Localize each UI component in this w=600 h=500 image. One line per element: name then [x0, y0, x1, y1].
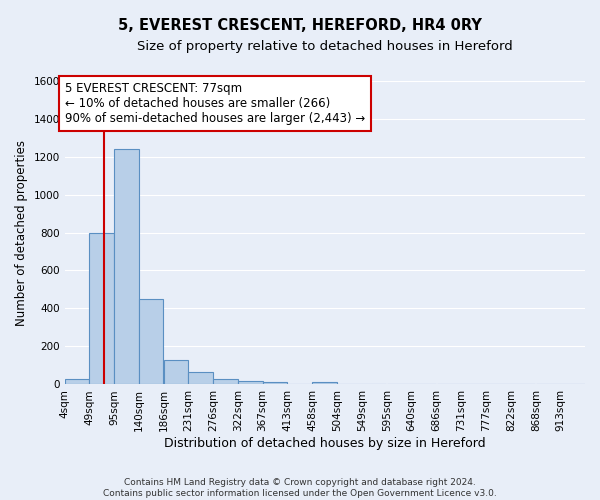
- Bar: [312, 382, 337, 384]
- Title: Size of property relative to detached houses in Hereford: Size of property relative to detached ho…: [137, 40, 513, 53]
- Bar: [139, 299, 163, 384]
- Bar: [213, 379, 238, 384]
- Text: 5, EVEREST CRESCENT, HEREFORD, HR4 0RY: 5, EVEREST CRESCENT, HEREFORD, HR4 0RY: [118, 18, 482, 32]
- Text: 5 EVEREST CRESCENT: 77sqm
← 10% of detached houses are smaller (266)
90% of semi: 5 EVEREST CRESCENT: 77sqm ← 10% of detac…: [65, 82, 365, 125]
- X-axis label: Distribution of detached houses by size in Hereford: Distribution of detached houses by size …: [164, 437, 485, 450]
- Y-axis label: Number of detached properties: Number of detached properties: [15, 140, 28, 326]
- Bar: [238, 380, 263, 384]
- Bar: [188, 372, 213, 384]
- Bar: [65, 379, 89, 384]
- Bar: [89, 232, 114, 384]
- Text: Contains HM Land Registry data © Crown copyright and database right 2024.
Contai: Contains HM Land Registry data © Crown c…: [103, 478, 497, 498]
- Bar: [115, 149, 139, 384]
- Bar: [164, 360, 188, 384]
- Bar: [263, 382, 287, 384]
